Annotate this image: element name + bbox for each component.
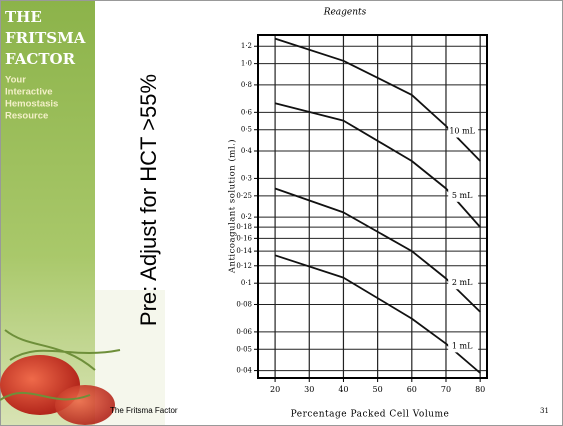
y-tick-label: 1·0 [241,60,252,68]
y-tick-label: 0·2 [241,213,252,221]
y-tick-label: 0·16 [236,234,252,242]
tagline-line: Your [5,75,26,86]
footer: The Fritsma Factor [110,406,178,415]
x-tick-label: 40 [338,385,348,394]
slide: THE FRITSMA FACTOR YourInteractiveHemostas… [0,0,563,426]
decor-cell [55,385,115,425]
y-tick-label: 0·8 [241,81,252,89]
page-number: 31 [540,407,549,415]
y-tick-label: 0·3 [241,174,252,182]
tagline-line: Hemostasis [5,99,58,110]
y-tick-label: 0·18 [236,223,252,231]
y-tick-label: 0·14 [236,247,252,255]
series-label: 2 mL [452,278,473,287]
y-tick-label: 0·08 [236,300,252,308]
y-tick-label: 0·6 [241,108,253,116]
chart-title: Reagents [323,8,367,18]
brand-line: THE [5,8,42,26]
brand-line: FACTOR [5,50,76,68]
y-tick-label: 0·1 [241,279,252,287]
y-tick-label: 0·5 [241,126,252,134]
y-tick-label: 0·06 [236,328,252,336]
y-tick-label: 0·05 [236,345,252,353]
y-tick-label: 1·2 [241,42,252,50]
heading: Pre: Adjust for HCT >55% [136,74,161,326]
x-tick-label: 70 [441,385,451,394]
tagline-line: Interactive [5,87,53,98]
x-tick-label: 20 [270,385,280,394]
series-label: 1 mL [452,341,473,350]
y-tick-label: 0·12 [236,262,252,270]
x-tick-label: 50 [373,385,383,394]
series-label: 5 mL [452,191,473,200]
y-tick-label: 0·04 [236,367,252,375]
x-tick-label: 30 [304,385,314,394]
brand-line: FRITSMA [5,29,86,47]
tagline-line: Resource [5,111,48,122]
x-axis-label: Percentage Packed Cell Volume [291,410,450,420]
y-tick-label: 0·25 [236,192,252,200]
series-label: 10 mL [449,127,475,136]
x-tick-label: 80 [475,385,485,394]
x-tick-label: 60 [407,385,417,394]
y-tick-label: 0·4 [241,147,253,155]
